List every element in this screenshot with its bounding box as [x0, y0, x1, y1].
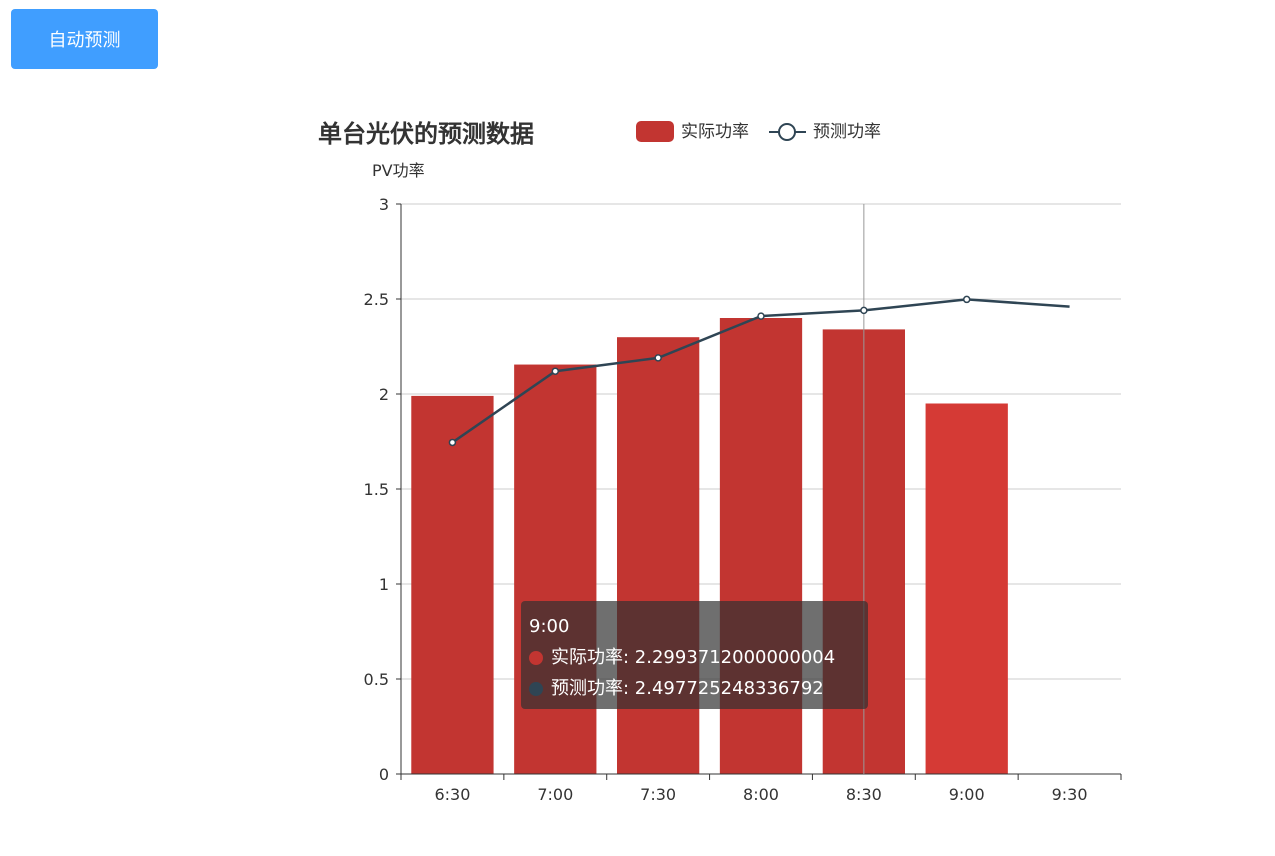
- y-tick-label: 0.5: [364, 670, 389, 689]
- y-tick-label: 0: [379, 765, 389, 784]
- bar: [411, 395, 494, 774]
- y-axis-label: PV功率: [372, 161, 425, 180]
- tooltip: 9:00 实际功率: 2.2993712000000004 预测功率: 2.49…: [521, 601, 868, 709]
- line-point: [448, 438, 457, 447]
- x-tick-label: 8:00: [743, 785, 779, 804]
- legend-label-actual[interactable]: 实际功率: [681, 122, 749, 142]
- y-tick-label: 3: [379, 195, 389, 214]
- x-tick-label: 9:30: [1052, 785, 1088, 804]
- y-tick-label: 1.5: [364, 480, 389, 499]
- y-tick-label: 2: [379, 385, 389, 404]
- auto-predict-button[interactable]: 自动预测: [11, 9, 158, 69]
- x-tick-label: 6:30: [434, 785, 470, 804]
- tooltip-row-actual: 实际功率: 2.2993712000000004: [529, 642, 860, 673]
- line-point: [654, 354, 662, 362]
- bar: [925, 403, 1008, 774]
- x-tick-label: 8:30: [846, 785, 882, 804]
- x-tick-label: 7:00: [537, 785, 573, 804]
- tooltip-marker-predicted: [529, 681, 543, 696]
- line-point: [551, 367, 560, 375]
- line-point: [962, 295, 971, 304]
- legend[interactable]: 实际功率 预测功率: [636, 121, 881, 142]
- line-point: [757, 312, 765, 320]
- legend-label-predicted[interactable]: 预测功率: [813, 122, 881, 142]
- line-point: [860, 306, 868, 315]
- bar: [514, 364, 597, 774]
- x-tick-label: 7:30: [640, 785, 676, 804]
- legend-marker-predicted[interactable]: [778, 123, 796, 141]
- y-tick-label: 1: [379, 575, 389, 594]
- tooltip-title: 9:00: [529, 616, 570, 637]
- y-axis: 0 0.5 1 1.5 2 2.5 3: [364, 195, 402, 784]
- tooltip-marker-actual: [529, 650, 543, 665]
- tooltip-row-predicted-text: 预测功率: 2.497725248336792: [551, 678, 824, 699]
- tooltip-row-predicted: 预测功率: 2.497725248336792: [529, 673, 860, 704]
- x-tick-label: 9:00: [949, 785, 985, 804]
- x-axis: 6:30 7:00 7:30 8:00 8:30 9:00 9:30: [400, 773, 1122, 804]
- y-tick-label: 2.5: [364, 290, 389, 309]
- tooltip-row-actual-text: 实际功率: 2.2993712000000004: [551, 647, 836, 668]
- chart-title: 单台光伏的预测数据: [318, 120, 534, 148]
- line-series: [448, 295, 1070, 447]
- legend-swatch-actual[interactable]: [636, 121, 674, 142]
